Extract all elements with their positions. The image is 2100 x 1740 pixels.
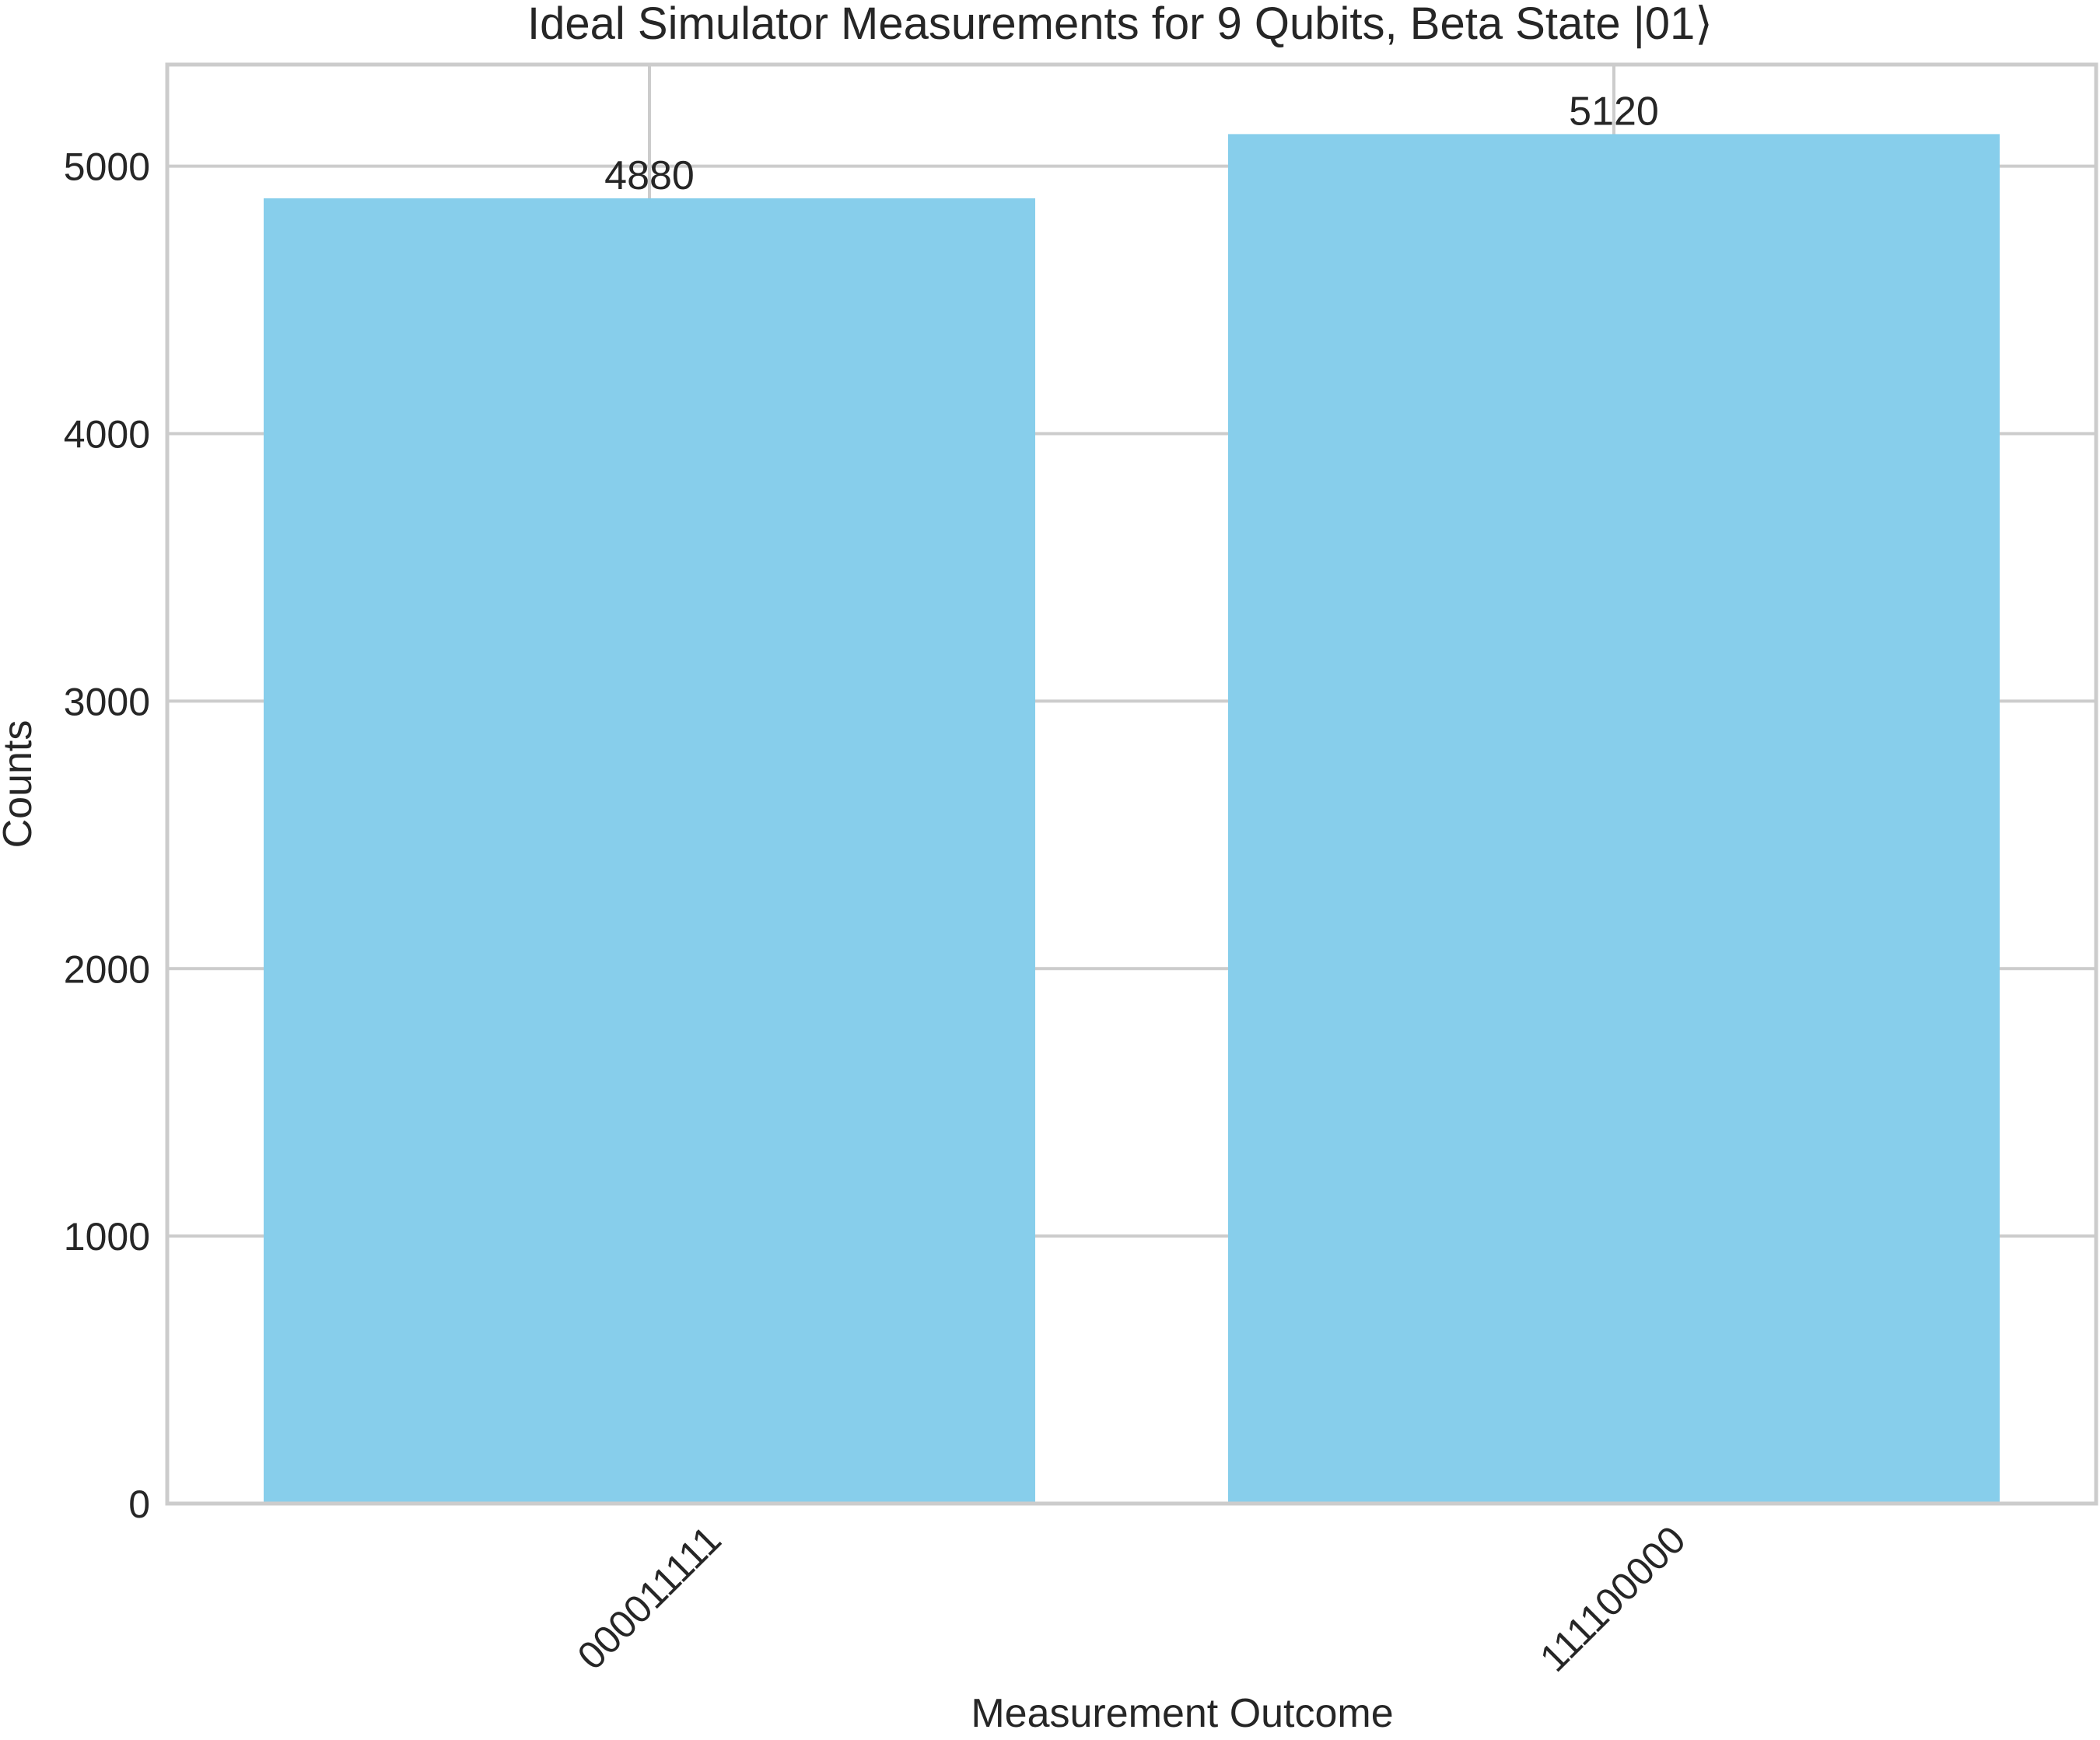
- y-tick-label: 0: [128, 1483, 150, 1526]
- y-axis-label: Counts: [0, 720, 40, 849]
- x-tick-label: 111100000: [1531, 1518, 1694, 1680]
- bar: [1228, 134, 2000, 1504]
- y-tick-label: 1000: [64, 1215, 150, 1259]
- x-tick-label: 000011111: [569, 1518, 730, 1678]
- chart-title: Ideal Simulator Measurements for 9 Qubit…: [527, 0, 1713, 49]
- y-tick-label: 4000: [64, 413, 150, 457]
- bar-value-labels: 4880 5120: [604, 89, 1659, 198]
- bars: [264, 134, 2000, 1504]
- x-tick-labels: 000011111 111100000: [569, 1518, 1694, 1680]
- y-tick-label: 3000: [64, 680, 150, 723]
- x-axis-label: Measurement Outcome: [971, 1691, 1393, 1736]
- y-tick-label: 2000: [64, 947, 150, 991]
- bar-value-label: 4880: [604, 153, 695, 198]
- plot-frame: [165, 62, 2098, 1506]
- bar-value-label: 5120: [1569, 89, 1659, 134]
- y-tick-labels: 0 1000 2000 3000 4000 5000: [64, 145, 150, 1526]
- bar: [264, 198, 1035, 1504]
- y-tick-label: 5000: [64, 145, 150, 189]
